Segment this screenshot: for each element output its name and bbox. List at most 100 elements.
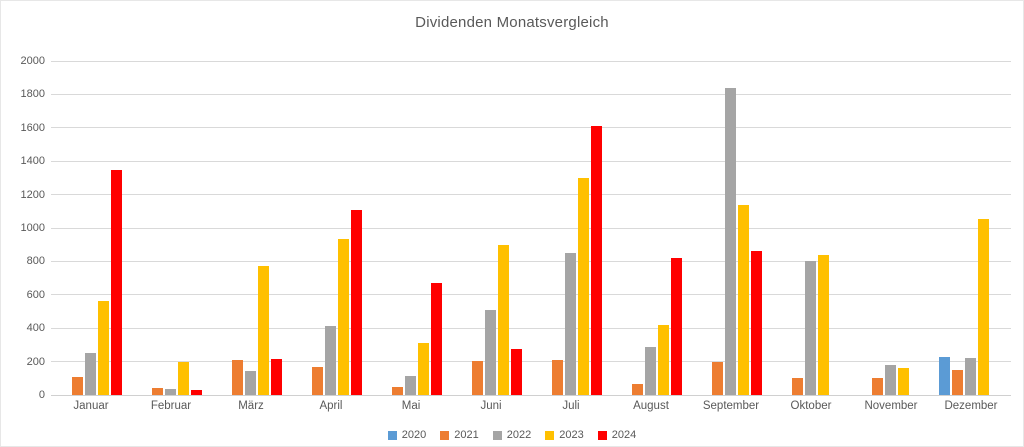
bar-2022-dezember [965, 358, 977, 395]
bar-2022-august [645, 346, 657, 395]
y-tick-label-1000: 1000 [20, 222, 45, 234]
bar-2022-januar [85, 353, 97, 395]
y-tick-label-1600: 1600 [20, 121, 45, 134]
chart-title: Dividenden Monatsvergleich [415, 14, 609, 31]
gridline-1800 [51, 93, 1011, 95]
bar-group-november [851, 61, 931, 395]
bar-group-januar [51, 61, 131, 395]
bar-2024-februar [191, 390, 203, 395]
legend-swatch-icon-2024 [597, 430, 607, 440]
bar-2022-juli [565, 253, 577, 395]
bar-group-juli [531, 61, 611, 395]
bar-2021-dezember [952, 369, 964, 395]
bar-2021-april [312, 366, 324, 395]
y-tick-label-600: 600 [26, 288, 45, 301]
bar-group-mai [371, 61, 451, 395]
x-tick-label-oktober: Oktober [790, 400, 832, 412]
legend-item-2020: 2020 [387, 429, 427, 441]
bar-2022-m-rz [245, 370, 257, 395]
y-tick-label-1200: 1200 [20, 188, 45, 201]
bar-2023-juni [498, 244, 510, 395]
bar-group-dezember [931, 61, 1011, 395]
bar-2023-juli [578, 177, 590, 395]
bar-2021-m-rz [232, 359, 244, 395]
y-tick-label-1400: 1400 [20, 155, 45, 168]
bar-2022-november [885, 364, 897, 395]
x-tick-label-november: November [864, 400, 918, 412]
y-tick-label-1800: 1800 [20, 88, 45, 101]
bar-2023-mai [418, 343, 430, 395]
bar-2024-januar [111, 169, 123, 395]
bar-2023-september [738, 205, 750, 395]
x-axis-line [51, 394, 1011, 396]
bar-group-oktober [771, 61, 851, 395]
y-tick-label-0: 0 [38, 389, 45, 401]
gridline-800 [51, 260, 1011, 262]
legend-label-2020: 2020 [401, 429, 427, 441]
bar-2021-januar [72, 376, 84, 395]
bar-group-september [691, 61, 771, 395]
gridline-400 [51, 327, 1011, 329]
bar-2024-m-rz [271, 359, 283, 395]
bar-2023-august [658, 324, 670, 395]
legend-item-2021: 2021 [440, 429, 479, 441]
gridline-1000 [51, 227, 1011, 229]
x-tick-label-juli: Juli [562, 400, 580, 412]
y-tick-label-800: 800 [26, 255, 45, 268]
legend: 2020 2021 2022 2023 2024 [1, 429, 1023, 441]
legend-swatch-icon-2022 [492, 430, 502, 440]
x-tick-label-april: April [319, 400, 343, 412]
bar-2021-juli [552, 359, 564, 395]
legend-item-2023: 2023 [545, 429, 584, 441]
bar-2024-september [751, 250, 763, 395]
bar-group-august [611, 61, 691, 395]
x-tick-label-m-rz: März [238, 400, 264, 412]
legend-label-2024: 2024 [611, 429, 637, 441]
bar-2021-august [632, 384, 644, 395]
legend-item-2024: 2024 [597, 429, 637, 441]
bar-2021-juni [472, 360, 484, 395]
y-axis-labels: 0 200 400 600 800 1000 1200 1400 1600 1800 2000 [1, 55, 45, 401]
bar-2021-november [872, 378, 884, 395]
legend-swatch-icon-2023 [545, 430, 555, 440]
bar-2022-april [325, 325, 337, 395]
x-tick-label-februar: Februar [150, 400, 192, 412]
x-tick-label-september: September [702, 400, 760, 412]
bar-2022-februar [165, 389, 177, 395]
x-tick-label-dezember: Dezember [944, 400, 998, 412]
gridline-1200 [51, 194, 1011, 196]
bar-2023-februar [178, 361, 190, 395]
bar-2022-september [725, 87, 737, 395]
bar-2024-april [351, 210, 363, 395]
bar-2021-februar [152, 388, 164, 395]
y-tick-label-400: 400 [26, 322, 45, 335]
bar-group-juni [451, 61, 531, 395]
x-tick-label-januar: Januar [73, 400, 109, 412]
bar-2021-mai [392, 386, 404, 395]
bar-2023-dezember [978, 218, 990, 395]
legend-item-2022: 2022 [492, 429, 531, 441]
y-tick-label-200: 200 [26, 355, 45, 368]
bar-2022-mai [405, 375, 417, 395]
bar-2023-april [338, 238, 350, 395]
bar-2022-oktober [805, 261, 817, 395]
x-tick-label-august: August [633, 400, 669, 412]
bar-2023-m-rz [258, 265, 270, 395]
plot-area [51, 60, 1011, 396]
x-tick-label-juni: Juni [480, 400, 502, 412]
legend-label-2023: 2023 [559, 429, 584, 441]
legend-swatch-icon-2020 [387, 430, 397, 440]
bar-2023-november [898, 368, 910, 395]
bar-2024-mai [431, 283, 443, 395]
gridline-200 [51, 361, 1011, 363]
bar-2024-juli [591, 126, 603, 395]
bar-2024-august [671, 258, 683, 395]
bar-2023-oktober [818, 254, 830, 395]
legend-label-2021: 2021 [454, 429, 479, 441]
y-tick-label-2000: 2000 [20, 55, 45, 67]
bar-2023-januar [98, 301, 110, 395]
bar-2020-dezember [939, 356, 951, 395]
gridline-1400 [51, 160, 1011, 162]
bar-group-april [291, 61, 371, 395]
